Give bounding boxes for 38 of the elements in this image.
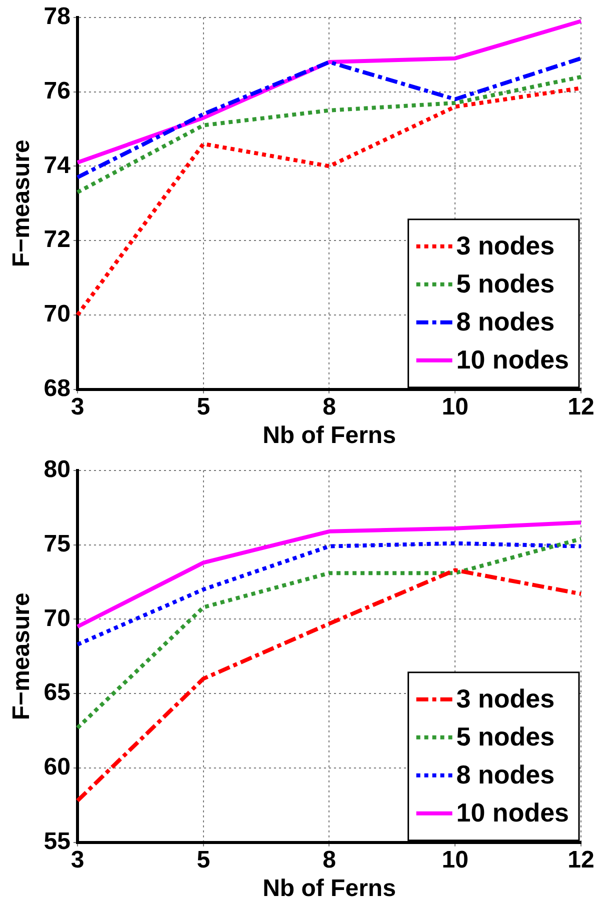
x-tick-label: 3 — [70, 393, 84, 420]
x-tick-label: 8 — [322, 846, 336, 874]
legend-label: 5 nodes — [456, 722, 555, 752]
line-series — [75, 541, 583, 646]
legend-label: 8 nodes — [456, 760, 555, 790]
x-tick-label: 12 — [568, 846, 594, 874]
y-tick-label: 74 — [44, 152, 72, 179]
y-tick-label: 70 — [44, 300, 70, 328]
y-tick-label: 72 — [44, 226, 70, 254]
x-tick-label: 10 — [442, 846, 468, 874]
x-tick-label: 8 — [322, 393, 336, 420]
y-tick-label: 65 — [44, 679, 70, 706]
x-axis-title: Nb of Ferns — [262, 875, 396, 902]
x-tick-label: 5 — [196, 846, 210, 874]
y-axis-title: F−measure — [8, 592, 36, 720]
legend-label: 5 nodes — [456, 268, 555, 299]
y-axis-title: F−measure — [8, 140, 36, 268]
y-tick-label: 60 — [44, 754, 70, 781]
y-tick-label: 76 — [44, 77, 70, 104]
line-series — [75, 56, 583, 180]
y-tick-label: 70 — [44, 604, 70, 632]
legend-label: 10 nodes — [456, 798, 570, 828]
y-tick-label: 68 — [44, 375, 70, 402]
x-tick-label: 5 — [196, 393, 210, 420]
y-tick-label: 75 — [44, 530, 70, 558]
legend-label: 10 nodes — [456, 344, 570, 375]
line-series — [75, 74, 583, 194]
y-tick-label: 80 — [44, 456, 70, 484]
y-tick-label: 78 — [44, 3, 70, 30]
x-tick-label: 3 — [70, 846, 84, 874]
y-tick-label: 55 — [44, 828, 70, 856]
x-tick-label: 10 — [442, 393, 468, 420]
x-axis-title: Nb of Ferns — [262, 422, 396, 450]
legend-label: 3 nodes — [456, 230, 555, 261]
legend-label: 3 nodes — [456, 684, 555, 714]
legend-label: 8 nodes — [456, 306, 555, 337]
x-tick-label: 12 — [568, 393, 594, 420]
line-series — [75, 568, 583, 803]
